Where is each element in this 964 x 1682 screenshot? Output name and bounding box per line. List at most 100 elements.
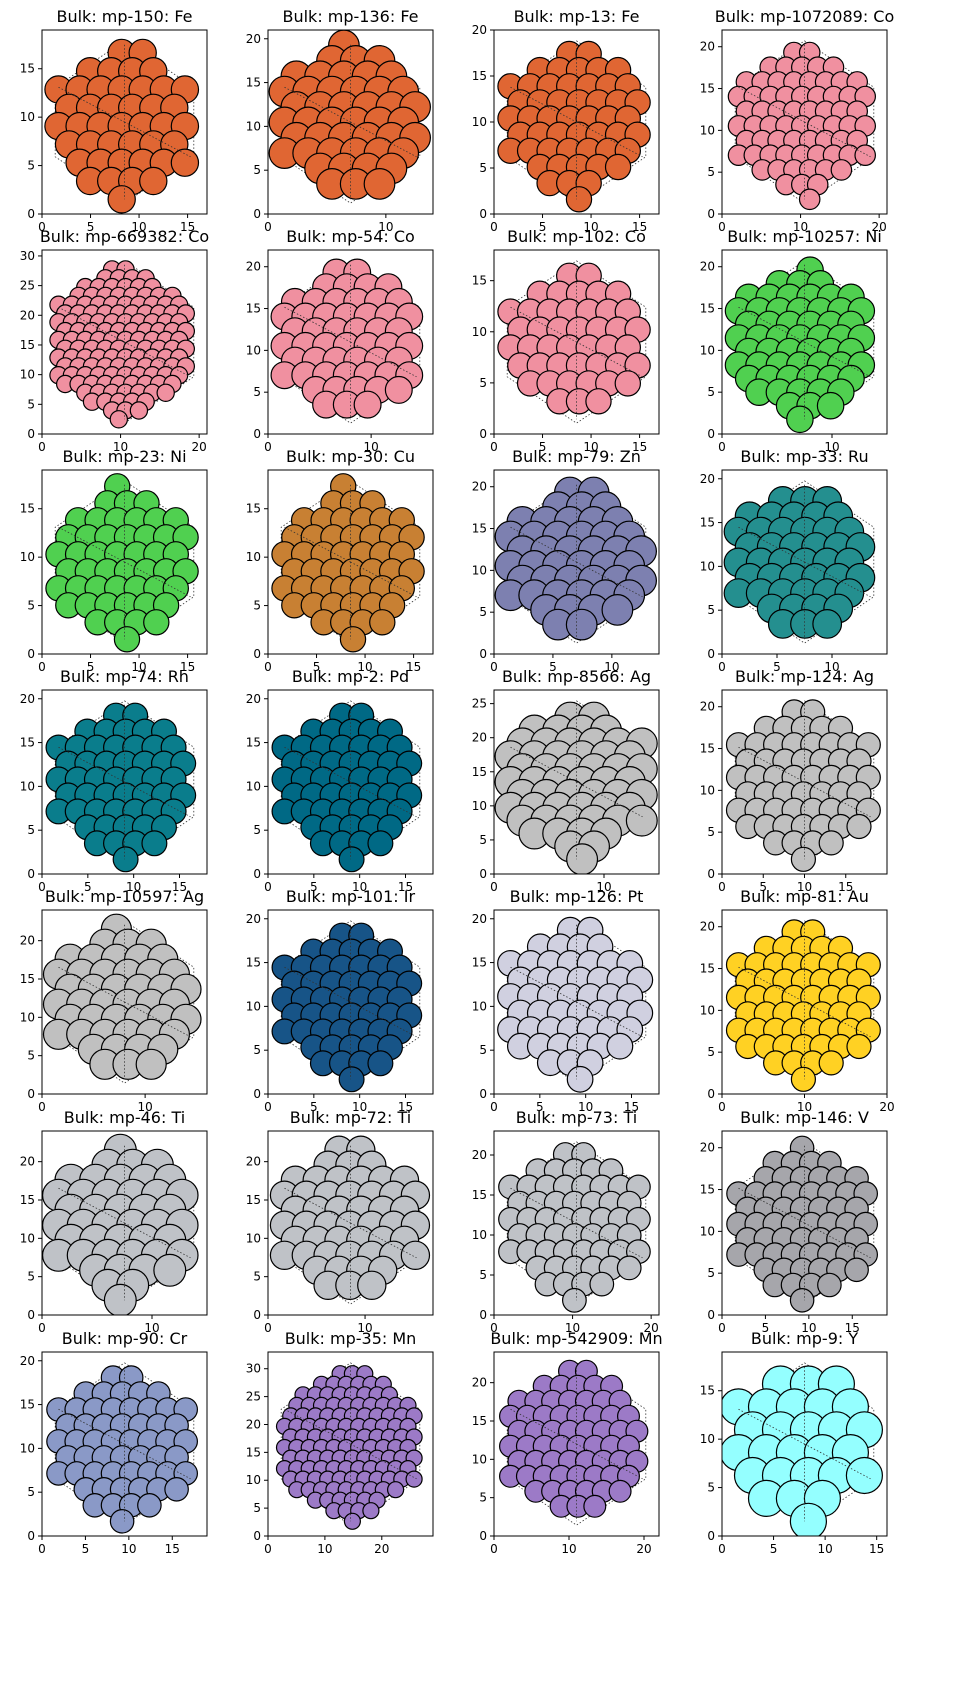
y-tick-label: 5 bbox=[253, 385, 261, 399]
y-tick-label: 15 bbox=[700, 962, 715, 976]
atom-point bbox=[143, 609, 170, 636]
atom-point bbox=[109, 410, 129, 429]
chart-panel: Bulk: mp-542909: Mn 0 10 20 0 5 10 15 20 bbox=[454, 1322, 679, 1570]
x-tick-label: 15 bbox=[398, 1100, 413, 1114]
atom-point bbox=[153, 1253, 187, 1287]
atom-point bbox=[135, 1048, 167, 1080]
y-tick-label: 15 bbox=[472, 956, 487, 970]
axes-frame bbox=[267, 1351, 434, 1537]
atom-point bbox=[846, 813, 872, 840]
chart-svg: Bulk: mp-72: Ti 0 10 0 5 10 15 20 bbox=[246, 1108, 434, 1335]
axes-frame bbox=[493, 249, 660, 435]
y-tick-label: 0 bbox=[253, 647, 261, 661]
y-tick-label: 0 bbox=[253, 207, 261, 221]
chart-svg: Bulk: mp-669382: Co 0 10 20 0 5 10 15 20 25 30 bbox=[20, 227, 209, 454]
y-tick-label: 0 bbox=[27, 1529, 35, 1543]
x-tick-label: 15 bbox=[632, 440, 647, 454]
y-tick-label: 0 bbox=[707, 1308, 715, 1322]
y-tick-label: 0 bbox=[253, 1087, 261, 1101]
atom-cluster bbox=[498, 1359, 649, 1526]
y-tick-label: 5 bbox=[27, 1485, 35, 1499]
chart-panel: Bulk: mp-54: Co 0 10 0 5 10 15 20 bbox=[228, 220, 453, 468]
y-tick-label: 0 bbox=[479, 427, 487, 441]
atom-cluster bbox=[44, 38, 200, 214]
chart-title: Bulk: mp-23: Ni bbox=[62, 447, 186, 466]
chart-title: Bulk: mp-13: Fe bbox=[514, 7, 640, 26]
chart-svg: Bulk: mp-542909: Mn 0 10 20 0 5 10 15 20 bbox=[472, 1329, 663, 1556]
atom-point bbox=[137, 1493, 162, 1518]
chart-svg: Bulk: mp-23: Ni 0 5 10 15 0 5 10 15 bbox=[20, 447, 208, 674]
atom-cluster bbox=[271, 700, 423, 873]
x-tick-label: 0 bbox=[718, 220, 726, 234]
atom-point bbox=[156, 383, 175, 402]
atom-point bbox=[164, 1477, 189, 1502]
y-tick-label: 20 bbox=[20, 1354, 35, 1368]
atom-point bbox=[367, 1050, 394, 1077]
x-tick-label: 0 bbox=[718, 1542, 726, 1556]
chart-title: Bulk: mp-79: Zn bbox=[512, 447, 641, 466]
x-tick-label: 0 bbox=[38, 1321, 46, 1335]
chart-title: Bulk: mp-10597: Ag bbox=[45, 887, 204, 906]
axes-frame bbox=[493, 469, 660, 655]
atom-point bbox=[561, 1287, 587, 1313]
chart-panel: Bulk: mp-2: Pd 0 5 10 15 0 5 10 15 20 bbox=[228, 660, 453, 908]
atom-point bbox=[338, 846, 365, 873]
y-tick-label: 5 bbox=[707, 1045, 715, 1059]
atom-point bbox=[798, 188, 821, 211]
atom-point bbox=[343, 1512, 362, 1530]
atom-cluster bbox=[498, 1141, 651, 1313]
y-tick-label: 0 bbox=[479, 647, 487, 661]
x-tick-label: 10 bbox=[565, 1321, 580, 1335]
x-tick-label: 10 bbox=[144, 1321, 159, 1335]
x-tick-label: 5 bbox=[770, 1542, 778, 1556]
x-tick-label: 0 bbox=[38, 1100, 46, 1114]
chart-svg: Bulk: mp-13: Fe 0 5 10 15 0 5 10 15 20 bbox=[472, 7, 660, 234]
chart-svg: Bulk: mp-9: Y 0 5 10 15 0 5 10 15 bbox=[700, 1329, 888, 1556]
y-tick-label: 10 bbox=[700, 123, 715, 137]
x-tick-label: 10 bbox=[137, 1100, 152, 1114]
atom-cluster bbox=[724, 256, 876, 434]
chart-title: Bulk: mp-8566: Ag bbox=[502, 667, 651, 686]
y-tick-label: 15 bbox=[472, 765, 487, 779]
axes-frame bbox=[493, 1130, 660, 1316]
y-tick-label: 15 bbox=[246, 1445, 261, 1459]
x-tick-label: 10 bbox=[824, 440, 839, 454]
chart-panel: Bulk: mp-146: V 0 5 10 15 0 5 10 15 20 bbox=[682, 1101, 907, 1349]
x-tick-label: 10 bbox=[797, 880, 812, 894]
chart-panel: Bulk: mp-74: Rh 0 5 10 15 0 5 10 15 20 bbox=[2, 660, 227, 908]
chart-panel: Bulk: mp-150: Fe 0 5 10 15 0 5 10 15 bbox=[2, 0, 227, 248]
axes-frame bbox=[41, 1130, 208, 1316]
atom-point bbox=[139, 166, 168, 196]
x-tick-label: 0 bbox=[718, 660, 726, 674]
atom-point bbox=[353, 390, 382, 419]
chart-title: Bulk: mp-81: Au bbox=[740, 887, 869, 906]
y-tick-label: 5 bbox=[253, 1270, 261, 1284]
x-tick-label: 10 bbox=[121, 1542, 136, 1556]
chart-svg: Bulk: mp-33: Ru 0 5 10 0 5 10 15 20 bbox=[700, 447, 888, 674]
x-tick-label: 0 bbox=[490, 1100, 498, 1114]
y-tick-label: 10 bbox=[700, 1432, 715, 1446]
chart-title: Bulk: mp-542909: Mn bbox=[490, 1329, 662, 1348]
atom-cluster bbox=[494, 476, 658, 644]
chart-svg: Bulk: mp-146: V 0 5 10 15 0 5 10 15 20 bbox=[700, 1108, 888, 1335]
atom-point bbox=[565, 186, 593, 213]
y-tick-label: 10 bbox=[20, 368, 35, 382]
axes-frame bbox=[267, 689, 434, 875]
chart-title: Bulk: mp-1072089: Co bbox=[715, 7, 895, 26]
axes-frame bbox=[41, 909, 208, 1095]
y-tick-label: 5 bbox=[479, 161, 487, 175]
y-tick-label: 5 bbox=[707, 165, 715, 179]
atom-point bbox=[585, 388, 612, 415]
axes-frame bbox=[721, 1351, 888, 1537]
y-tick-label: 20 bbox=[472, 912, 487, 926]
x-tick-label: 5 bbox=[87, 660, 95, 674]
x-tick-label: 10 bbox=[596, 880, 611, 894]
y-tick-label: 20 bbox=[246, 32, 261, 46]
chart-svg: Bulk: mp-90: Cr 0 5 10 15 0 5 10 15 20 bbox=[20, 1329, 208, 1556]
x-tick-label: 0 bbox=[38, 220, 46, 234]
atom-point bbox=[357, 1270, 387, 1300]
y-tick-label: 15 bbox=[472, 274, 487, 288]
atom-point bbox=[818, 1050, 844, 1076]
x-tick-label: 0 bbox=[718, 880, 726, 894]
y-tick-label: 10 bbox=[472, 999, 487, 1013]
